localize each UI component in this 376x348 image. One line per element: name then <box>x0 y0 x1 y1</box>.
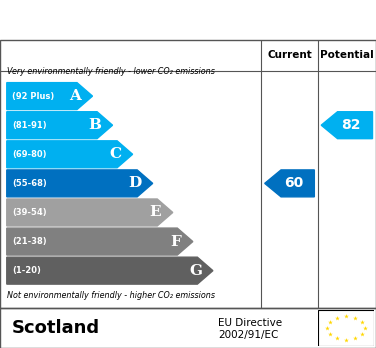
Text: (21-38): (21-38) <box>12 237 47 246</box>
Text: C: C <box>109 147 121 161</box>
Text: 82: 82 <box>341 118 360 132</box>
Text: B: B <box>89 118 102 132</box>
Polygon shape <box>321 112 373 139</box>
Polygon shape <box>7 257 213 284</box>
Polygon shape <box>7 112 112 139</box>
Text: (1-20): (1-20) <box>12 266 41 275</box>
Text: 60: 60 <box>284 176 303 190</box>
Polygon shape <box>7 199 173 226</box>
Text: A: A <box>69 89 81 103</box>
Text: E: E <box>150 205 161 220</box>
Text: (69-80): (69-80) <box>12 150 47 159</box>
Text: (81-91): (81-91) <box>12 121 47 130</box>
Polygon shape <box>7 228 193 255</box>
Polygon shape <box>265 170 314 197</box>
Text: EU Directive: EU Directive <box>218 318 282 328</box>
Text: Environmental Impact (CO$_2$) Rating: Environmental Impact (CO$_2$) Rating <box>43 10 333 30</box>
Text: F: F <box>170 235 181 248</box>
Text: (92 Plus): (92 Plus) <box>12 92 55 101</box>
Text: Not environmentally friendly - higher CO₂ emissions: Not environmentally friendly - higher CO… <box>7 291 215 300</box>
Polygon shape <box>7 82 92 110</box>
Text: Scotland: Scotland <box>11 319 99 337</box>
Text: G: G <box>189 264 202 278</box>
Polygon shape <box>7 141 133 168</box>
Text: Very environmentally friendly - lower CO₂ emissions: Very environmentally friendly - lower CO… <box>7 67 215 76</box>
Polygon shape <box>7 170 153 197</box>
Text: (39-54): (39-54) <box>12 208 47 217</box>
Text: D: D <box>129 176 142 190</box>
Text: Current: Current <box>267 50 312 61</box>
Text: 2002/91/EC: 2002/91/EC <box>218 330 279 340</box>
Text: (55-68): (55-68) <box>12 179 47 188</box>
Text: Potential: Potential <box>320 50 374 61</box>
